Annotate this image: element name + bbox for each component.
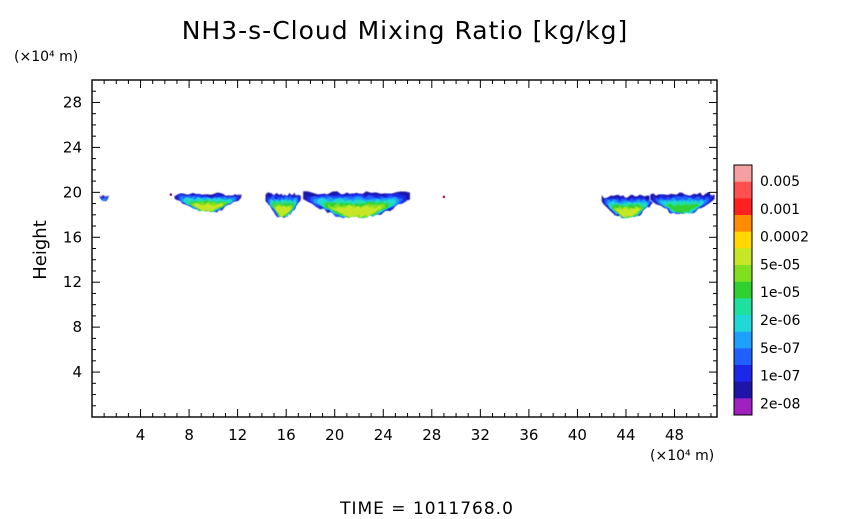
colorbar-label: 0.005 [760,174,800,190]
y-tick-label: 4 [72,363,82,381]
colorbar-swatch [734,265,752,282]
x-axis: 4 8 12 16 20 24 28 32 36 40 44 48 [103,80,712,444]
colorbar-swatch [734,248,752,266]
cloud-speck [275,196,278,200]
time-label: TIME = 1011768.0 [339,499,514,519]
y-tick-label: 28 [63,93,82,111]
y-tick-label: 12 [63,273,82,291]
colorbar-swatch [734,281,752,299]
x-tick-label: 48 [665,426,684,444]
x-tick-label: 36 [519,426,538,444]
colorbar-swatch [734,381,752,399]
colorbar-swatch [734,348,752,366]
x-tick-label: 8 [184,426,194,444]
cloud-cluster-4-level-8 [615,206,640,218]
cloud-cluster-0-level-1 [100,195,109,201]
x-unit-label: (×10⁴ m) [650,448,714,464]
plot-frame [91,79,718,418]
y-axis-label: Height [30,220,51,280]
x-tick-label: 40 [568,426,587,444]
cloud-cluster-0-level-2 [100,196,108,202]
x-tick-label: 32 [471,426,490,444]
colorbar-swatch [734,315,752,332]
colorbar-swatch [734,165,752,182]
colorbar-swatch [734,215,752,232]
cloud-cluster-3-level-8 [331,204,382,218]
colorbar-label: 0.0002 [760,230,809,246]
colorbar-label: 5e-07 [760,341,800,357]
colorbar-label: 2e-08 [760,396,800,412]
y-tick-label: 20 [63,183,82,201]
cloud-cluster-2-level-8 [274,204,292,217]
colorbar-swatch [734,298,752,316]
cloud-cluster-1-level-8 [192,202,224,212]
x-tick-label: 20 [325,426,344,444]
colorbar-swatch [734,365,752,382]
cloud-cluster-0-level-3 [101,197,107,202]
colorbar-label: 2e-06 [760,313,800,329]
x-tick-label: 24 [374,426,393,444]
x-tick-label: 4 [136,426,146,444]
colorbar-label: 0.001 [760,202,800,218]
cloud-field [98,190,716,221]
x-tick-label: 28 [422,426,441,444]
cloud-speck [169,193,173,196]
x-tick-label: 16 [277,426,296,444]
cloud-cluster-5-level-6 [666,203,699,214]
y-tick-label: 8 [72,318,82,336]
y-axis: 4 8 12 16 20 24 28 [63,90,717,407]
colorbar-swatch [734,231,752,249]
colorbar-label: 1e-05 [760,285,800,301]
colorbar-swatch [734,181,752,199]
colorbar: 0.005 0.001 0.0002 5e-05 1e-05 2e-06 5e-07 1e-0… [733,164,809,416]
x-tick-label: 12 [228,426,247,444]
y-tick-label: 16 [63,228,82,246]
colorbar-swatch [734,331,752,349]
y-unit-label: (×10⁴ m) [14,49,78,65]
colorbar-label: 5e-05 [760,257,800,273]
chart-title: NH3-s-Cloud Mixing Ratio [kg/kg] [182,16,629,45]
cloud-speck [442,195,446,199]
colorbar-swatch [734,398,752,416]
colorbar-frame [733,164,753,416]
x-tick-label: 44 [616,426,635,444]
y-tick-label: 24 [63,138,82,156]
colorbar-label: 1e-07 [760,369,800,385]
colorbar-swatch [734,198,752,216]
